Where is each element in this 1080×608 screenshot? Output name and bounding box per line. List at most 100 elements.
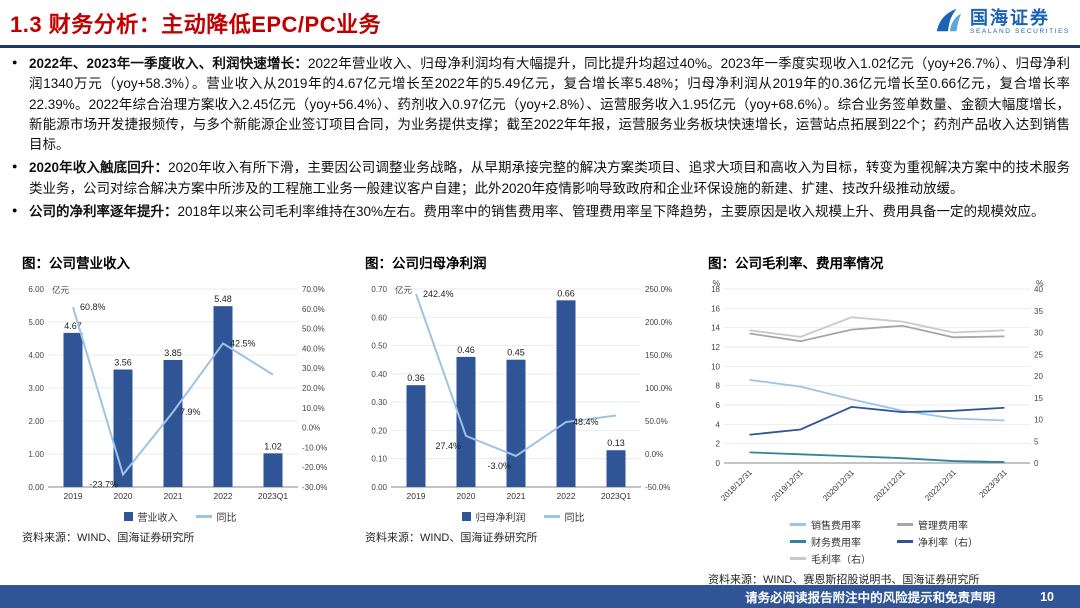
legend-item: 净利率（右） [897,534,978,549]
revenue-chart-legend: 营业收入 同比 [12,509,348,524]
header: 1.3 财务分析：主动降低EPC/PC业务 国海证券 SEALAND SECUR… [0,0,1080,48]
svg-text:%: % [1036,278,1044,288]
legend-line-marker [790,557,806,560]
x-axis: 2019 2020 2021 2022 2023Q1 [64,491,289,501]
svg-text:-30.0%: -30.0% [302,483,327,492]
margin-ratio-chart-legend: 销售费用率 管理费用率 财务费用率 净利率（右） 毛利率（右） [698,517,1070,566]
legend-line-marker [897,540,913,543]
svg-text:0.40: 0.40 [371,370,387,379]
svg-text:20.0%: 20.0% [302,384,325,393]
svg-text:20: 20 [1034,372,1043,381]
svg-text:0.00: 0.00 [371,483,387,492]
svg-text:40.0%: 40.0% [302,344,325,353]
charts-row: 图：公司营业收入 6.00 5.00 4.00 3.00 2.00 1.00 0.00 70.… [12,252,1070,587]
svg-text:6.00: 6.00 [28,285,44,294]
margin-ratio-chart-title: 图：公司毛利率、费用率情况 [708,256,884,271]
svg-text:10: 10 [1034,416,1043,425]
svg-text:42.5%: 42.5% [230,338,256,348]
legend-line-marker [897,523,913,526]
svg-text:1.00: 1.00 [28,450,44,459]
legend-label: 净利率（右） [918,538,978,549]
margin-ratio-chart-canvas: 18 16 14 12 10 8 6 4 2 0 40 35 30 25 20 15 10 5 0 2018/12/3… [698,275,1070,515]
svg-text:48.4%: 48.4% [573,417,599,427]
brand-name: 国海证券 [970,8,1051,29]
left-axis: 18 16 14 12 10 8 6 4 2 0 [711,285,720,468]
legend-line-marker [790,523,806,526]
legend-item: 同比 [543,509,585,524]
x-axis: 2018/12/31 2019/12/31 2020/12/31 2021/12/31… [719,468,1009,503]
bullet-item: 2020年收入触底回升：2020年收入有所下滑，主要因公司调整业务战略，从早期承… [12,158,1070,199]
svg-text:-10.0%: -10.0% [302,443,327,452]
svg-text:3.56: 3.56 [114,358,132,368]
bullet-lead: 2022年、2023年一季度收入、利润快速增长： [29,56,309,71]
bars: 0.36 0.46 0.45 0.66 0.13 [406,288,626,487]
bar [263,453,283,487]
legend-line-marker [195,515,212,518]
svg-text:2021: 2021 [164,491,183,501]
legend-line-marker [790,540,806,543]
series-line [749,405,1005,436]
chart-svg: 0.70 0.60 0.50 0.40 0.30 0.20 0.10 0.00 250.0% 20… [371,285,672,501]
series-line [749,324,1005,343]
svg-text:亿元: 亿元 [395,285,413,295]
legend-label: 同比 [564,513,585,524]
legend-item: 同比 [195,509,237,524]
svg-text:15: 15 [1034,394,1043,403]
right-axis: 40 35 30 25 20 15 10 5 0 [1034,285,1043,468]
svg-text:200.0%: 200.0% [645,318,672,327]
svg-text:2023/3/31: 2023/3/31 [977,468,1009,500]
revenue-chart-block: 图：公司营业收入 6.00 5.00 4.00 3.00 2.00 1.00 0.00 70.… [12,252,348,587]
series-line [749,378,1005,422]
svg-text:5.00: 5.00 [28,318,44,327]
revenue-chart-source: 资料来源：WIND、国海证券研究所 [22,532,195,544]
svg-text:35: 35 [1034,307,1043,316]
svg-text:16: 16 [711,304,720,313]
svg-text:0.70: 0.70 [371,285,387,294]
svg-text:0: 0 [716,459,721,468]
bar [213,306,233,487]
series-line [749,316,1005,338]
series-line [749,451,1005,463]
svg-text:0.20: 0.20 [371,426,387,435]
svg-text:0.46: 0.46 [457,345,475,355]
x-axis: 2019 2020 2021 2022 2023Q1 [407,491,632,501]
svg-text:10: 10 [711,362,720,371]
net-profit-chart-block: 图：公司归母净利润 0.70 0.60 0.50 0.40 0.30 0.20 0.10 0.… [355,252,691,587]
svg-text:25: 25 [1034,350,1043,359]
net-profit-chart-legend: 归母净利润 同比 [355,509,691,524]
bar [606,450,626,487]
right-axis: 250.0% 200.0% 150.0% 100.0% 50.0% 0.0% -50.0% [645,285,672,492]
legend-line-marker [543,515,560,518]
bar [506,359,526,487]
svg-text:8: 8 [716,382,721,391]
svg-text:3.85: 3.85 [164,348,182,358]
revenue-chart-canvas: 6.00 5.00 4.00 3.00 2.00 1.00 0.00 70.0% 60.0% 50… [12,275,348,507]
svg-text:2021: 2021 [507,491,526,501]
svg-text:0.60: 0.60 [371,313,387,322]
svg-text:4.67: 4.67 [64,321,82,331]
brand-logo: 国海证券 SEALAND SECURITIES [934,6,1070,39]
svg-text:14: 14 [711,324,720,333]
svg-text:2021/12/31: 2021/12/31 [872,468,907,503]
svg-text:4: 4 [716,420,721,429]
bullet-text: 2022年营业收入、归母净利润均有大幅提升，同比提升均超过40%。2023年一季… [29,56,1070,152]
svg-text:0.30: 0.30 [371,398,387,407]
svg-text:2019/12/31: 2019/12/31 [770,468,805,503]
net-profit-chart-title: 图：公司归母净利润 [365,256,487,271]
svg-text:27.4%: 27.4% [435,441,461,451]
revenue-chart-title: 图：公司营业收入 [22,256,130,271]
svg-text:2022: 2022 [214,491,233,501]
svg-text:2019: 2019 [64,491,83,501]
svg-text:2: 2 [716,440,721,449]
bar [406,385,426,487]
bullet-text: 2018年以来公司毛利率维持在30%左右。费用率中的销售费用率、管理费用率呈下降… [177,203,1045,219]
svg-text:7.9%: 7.9% [180,407,201,417]
svg-text:100.0%: 100.0% [645,384,672,393]
svg-text:-20.0%: -20.0% [302,463,327,472]
summary-bullets: 2022年、2023年一季度收入、利润快速增长：2022年营业收入、归母净利润均… [12,54,1070,225]
brand-text: 国海证券 SEALAND SECURITIES [970,9,1070,36]
svg-text:0.36: 0.36 [407,373,425,383]
page-number: 10 [1040,589,1054,604]
bullet-lead: 2020年收入触底回升： [29,160,169,176]
svg-text:0.66: 0.66 [557,288,575,298]
